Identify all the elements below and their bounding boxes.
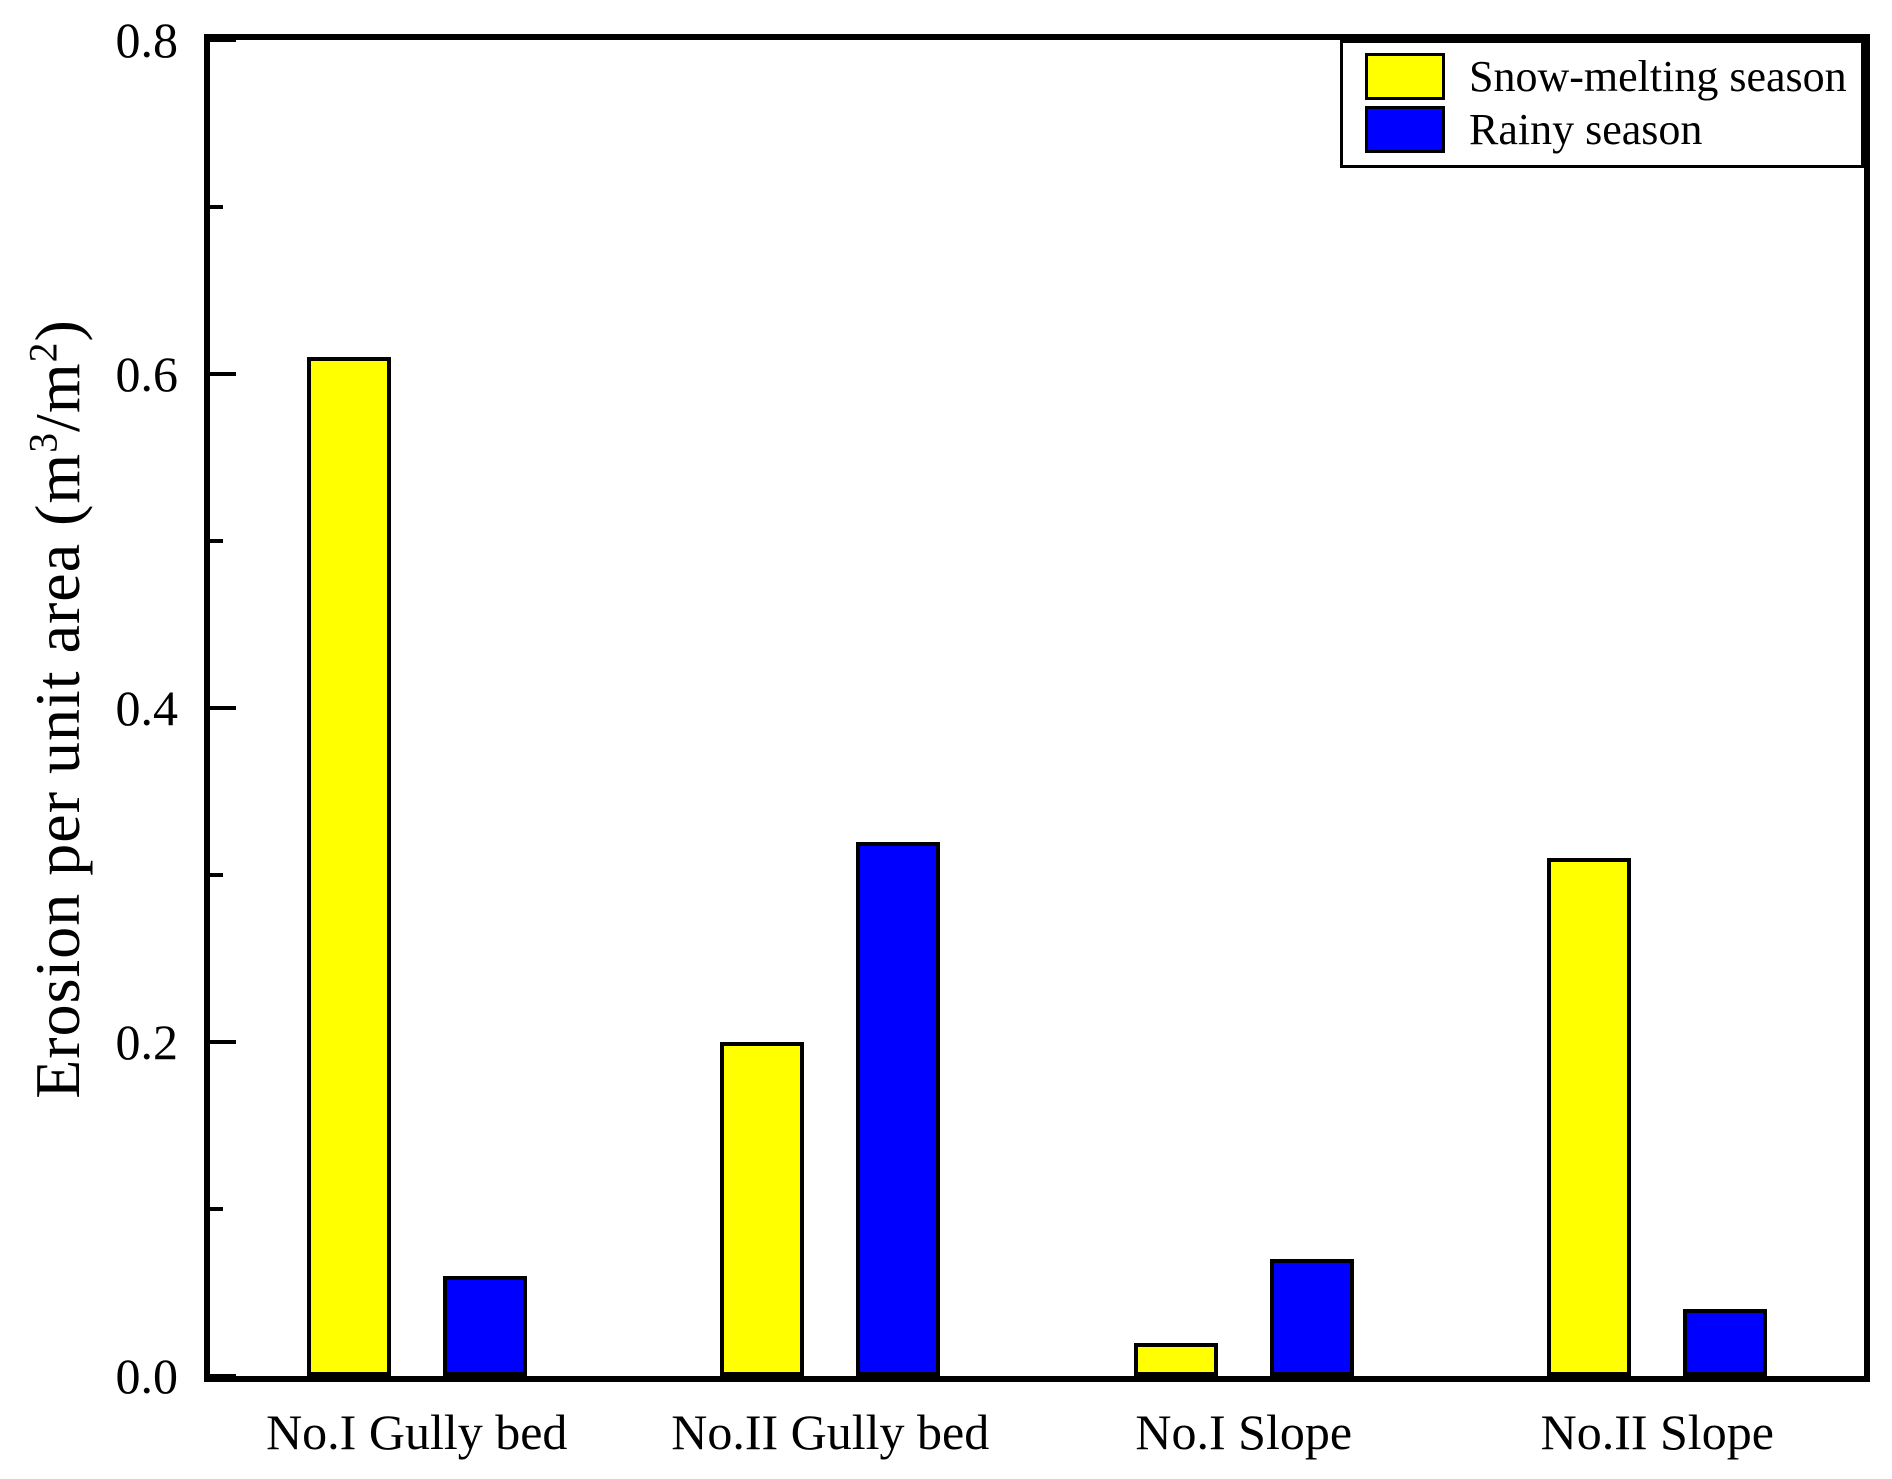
y-tick-label-0.6: 0.6: [115, 346, 179, 402]
legend: Snow-melting season Rainy season: [1340, 40, 1864, 168]
y-tick-label-0.4: 0.4: [115, 680, 179, 736]
legend-entry-rainy-season: Rainy season: [1343, 103, 1861, 156]
y-axis-minor-tick: [210, 1207, 223, 1211]
bar-snow-melting-season-no-i-slope: [1133, 1343, 1218, 1376]
bar-snow-melting-season-no-ii-slope: [1547, 858, 1632, 1376]
y-axis-major-tick: [210, 1040, 236, 1044]
y-axis-minor-tick: [210, 873, 223, 877]
legend-entry-snow-melting-season: Snow-melting season: [1343, 50, 1861, 103]
plot-area: Snow-melting season Rainy season: [204, 34, 1870, 1382]
bar-rainy-season-no-i-gully-bed: [442, 1276, 527, 1376]
x-tick-label-no-i-gully-bed: No.I Gully bed: [266, 1404, 568, 1460]
x-tick-label-no-i-slope: No.I Slope: [1135, 1404, 1353, 1460]
y-axis-major-tick: [210, 372, 236, 376]
y-tick-label-0.2: 0.2: [115, 1014, 179, 1070]
bar-rainy-season-no-ii-gully-bed: [856, 842, 941, 1376]
y-tick-label-0.0: 0.0: [115, 1348, 179, 1404]
bar-snow-melting-season-no-ii-gully-bed: [720, 1042, 805, 1376]
y-tick-label-0.8: 0.8: [115, 12, 179, 68]
legend-swatch-snow-melting-season: [1365, 53, 1445, 100]
y-axis-major-tick: [210, 1374, 236, 1378]
y-axis-major-tick: [210, 38, 236, 42]
bar-snow-melting-season-no-i-gully-bed: [306, 357, 391, 1376]
legend-label-snow-melting-season: Snow-melting season: [1469, 51, 1847, 101]
y-axis-title-text: Erosion per unit area (m: [22, 452, 93, 1099]
y-axis-minor-tick: [210, 539, 223, 543]
bar-rainy-season-no-ii-slope: [1683, 1309, 1768, 1376]
bar-rainy-season-no-i-slope: [1269, 1259, 1354, 1376]
x-tick-label-no-ii-slope: No.II Slope: [1540, 1404, 1774, 1460]
legend-swatch-rainy-season: [1365, 106, 1445, 153]
y-axis-title-superscript: 3: [21, 431, 66, 453]
legend-label-rainy-season: Rainy season: [1469, 104, 1703, 154]
y-axis-minor-tick: [210, 205, 223, 209]
y-axis-major-tick: [210, 706, 236, 710]
x-tick-label-no-ii-gully-bed: No.II Gully bed: [671, 1404, 990, 1460]
